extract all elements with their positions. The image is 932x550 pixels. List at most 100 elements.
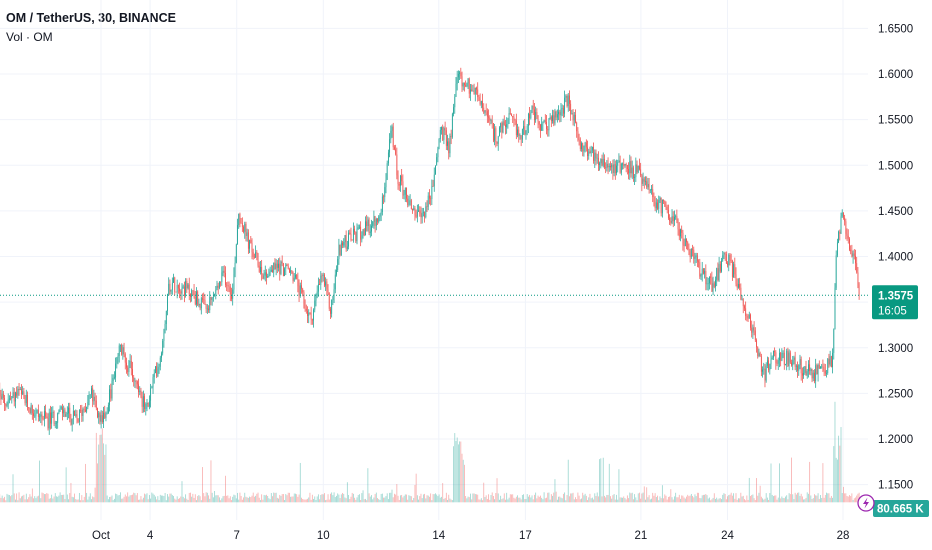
candle-body [106,413,108,415]
candle-body [625,164,627,166]
candle-body [828,358,830,365]
volume-bar [314,496,316,503]
volume-bar [366,500,368,503]
candle-body [256,252,258,254]
candle-body [666,207,668,210]
volume-bar [746,495,748,503]
volume-bar [342,492,343,503]
candle-body [214,294,216,297]
candle-body [62,407,63,414]
x-axis[interactable]: Oct 4 7 10 14 17 21 24 28 [92,530,849,542]
candle-body [52,412,54,413]
candle-body [682,232,684,245]
volume-bar [690,493,692,503]
candle-body [688,249,690,252]
candle-body [397,175,399,185]
candle-body [857,272,859,285]
y-tick-label: 1.4500 [878,206,913,218]
candle-body [240,222,242,224]
candle-body [138,384,139,393]
candle-body [850,249,852,252]
candle-body [241,223,243,227]
volume-indicator-label[interactable]: Vol · OM [6,30,53,44]
volume-bar [198,495,200,503]
candle-body [398,184,400,186]
volume-bar [823,497,825,503]
candle-body [124,354,126,363]
volume-bar [320,494,322,503]
volume-bar [302,499,304,503]
volume-bar [478,499,480,503]
volume-bar [88,496,90,503]
volume-bar [706,495,708,503]
candle-body [849,238,850,250]
volume-bar [728,495,730,503]
candle-body [83,409,85,410]
candle-body [559,111,561,116]
candle-body [781,353,783,361]
candle-body [78,409,80,422]
candle-body [429,195,430,199]
volume-bar [524,499,526,503]
volume-bar [689,495,691,503]
volume-bar [124,494,126,503]
candle-body [60,407,62,409]
volume-bar [566,495,568,503]
candle-body [375,218,377,226]
volume-bar [301,497,302,503]
volume-bar [785,496,786,503]
candle-body [16,392,18,396]
y-axis[interactable]: 1.15001.20001.25001.30001.35001.40001.45… [878,23,913,491]
candle-body [400,175,401,186]
candle-body [198,304,200,306]
volume-bar [772,496,774,503]
volume-bar [180,496,182,503]
volume-bar [824,495,826,503]
volume-bar [763,499,765,503]
candle-body [414,208,416,215]
volume-bar [628,498,630,503]
candle-body [632,167,634,179]
volume-bar [74,493,75,503]
volume-bar [511,494,512,503]
volume-bar [581,498,582,503]
candle-body [45,411,47,417]
candle-body [361,235,363,240]
candle-body [135,380,137,382]
candle-body [707,283,709,284]
last-price-value: 1.3575 [878,290,914,302]
volume-bar [346,482,348,503]
candle-body [508,113,510,120]
volume-bar [729,494,731,503]
volume-bar [237,492,238,503]
candle-body [468,78,470,94]
candle-body [59,408,61,412]
flash-icon[interactable] [857,494,875,512]
volume-bar [385,496,387,503]
volume-bar [547,492,549,503]
candle-body [745,308,747,316]
volume-bar [297,496,299,503]
candle-body [716,268,718,280]
candle-body [305,308,307,311]
volume-bar [337,493,339,503]
volume-bar [196,500,197,503]
volume-bar [461,453,463,503]
candle-body [560,109,562,116]
volume-bar [397,495,399,503]
volume-bar [477,494,479,503]
volume-bar [425,498,427,503]
volume-bar [453,446,454,503]
volume-bar [653,495,655,503]
candle-body [343,242,345,246]
candle-body [782,352,784,354]
volume-bar [350,496,352,503]
volume-bar [135,495,137,503]
volume-bar [105,444,107,503]
candle-body [836,242,838,256]
candle-body [856,263,858,273]
volume-bar [704,494,706,503]
volume-bar [835,457,837,503]
volume-bar [129,495,131,503]
